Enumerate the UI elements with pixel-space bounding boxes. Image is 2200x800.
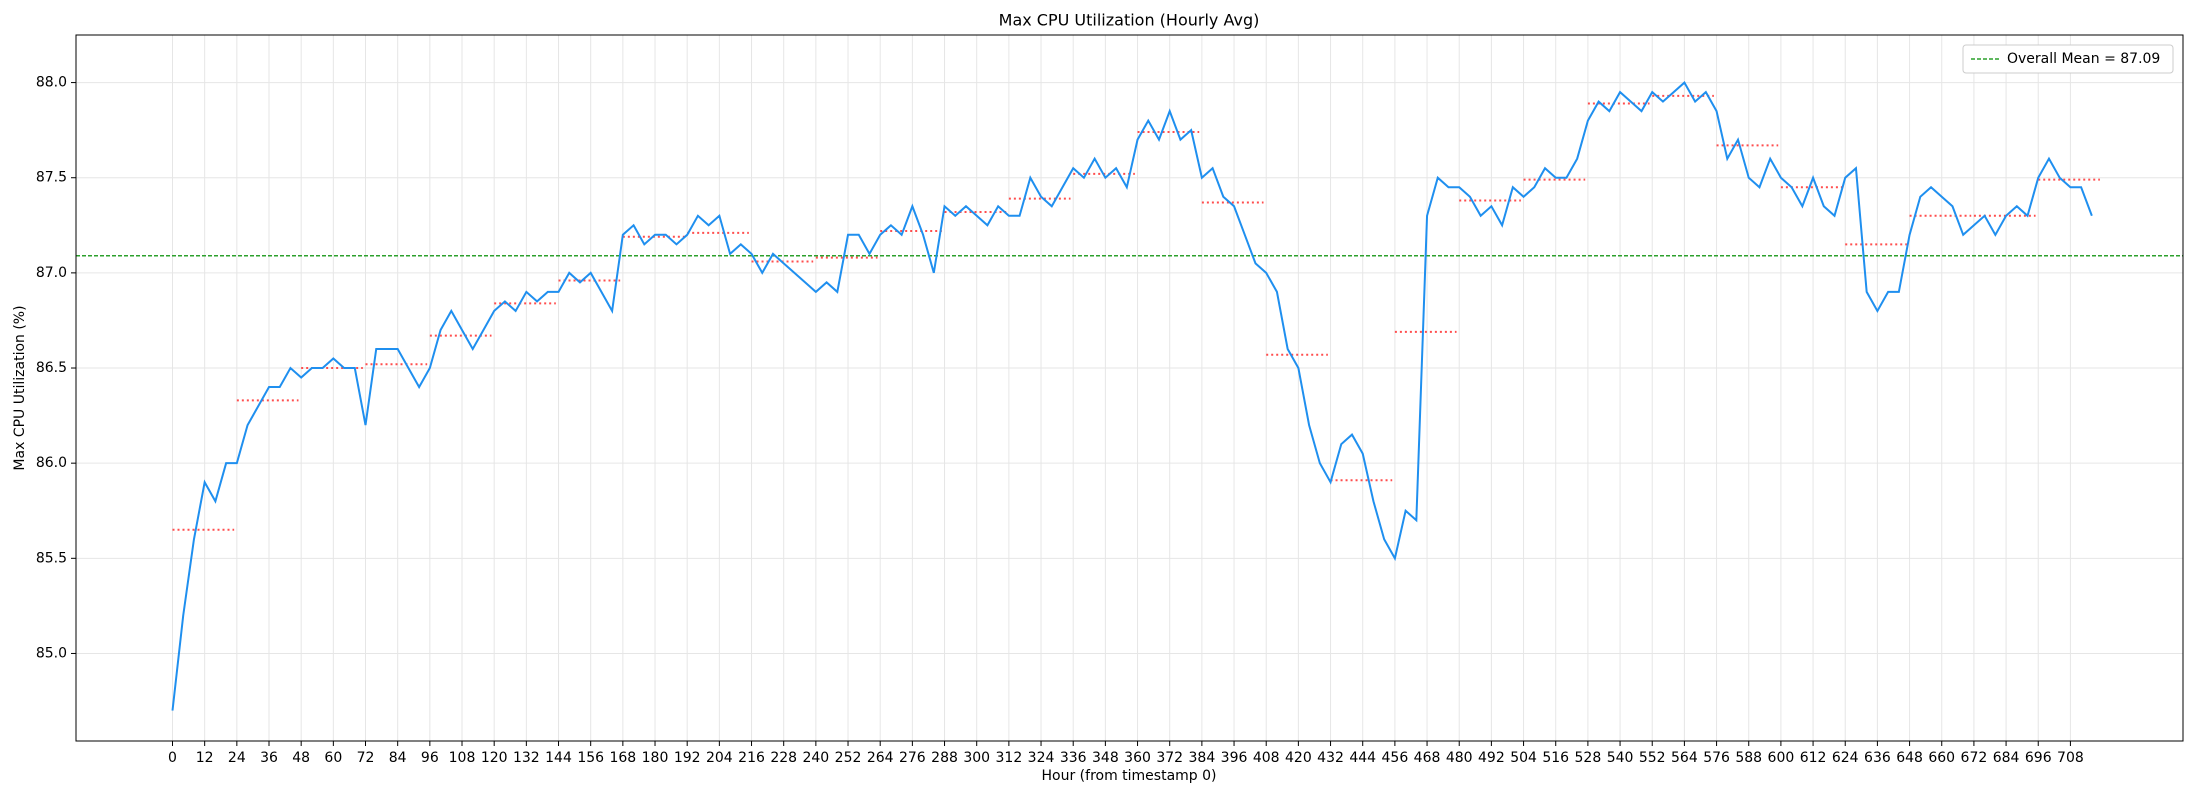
x-tick-label: 684 <box>1993 750 2020 766</box>
y-tick-label: 88.0 <box>36 75 67 91</box>
x-tick-label: 264 <box>867 750 894 766</box>
y-tick-label: 86.5 <box>36 360 67 376</box>
x-tick-label: 144 <box>545 750 572 766</box>
x-tick-label: 288 <box>931 750 958 766</box>
x-tick-label: 636 <box>1864 750 1891 766</box>
x-tick-label: 624 <box>1832 750 1859 766</box>
x-tick-label: 552 <box>1639 750 1666 766</box>
x-tick-label: 672 <box>1961 750 1988 766</box>
x-tick-label: 708 <box>2057 750 2084 766</box>
y-axis-label: Max CPU Utilization (%) <box>12 305 28 470</box>
x-tick-label: 588 <box>1735 750 1762 766</box>
chart-title: Max CPU Utilization (Hourly Avg) <box>999 11 1260 30</box>
x-tick-label: 516 <box>1542 750 1569 766</box>
x-tick-label: 216 <box>738 750 765 766</box>
x-tick-label: 24 <box>228 750 246 766</box>
x-tick-label: 0 <box>168 750 177 766</box>
x-tick-label: 432 <box>1317 750 1344 766</box>
x-tick-label: 60 <box>324 750 342 766</box>
x-tick-label: 192 <box>674 750 701 766</box>
x-tick-label: 456 <box>1382 750 1409 766</box>
y-tick-label: 87.0 <box>36 265 67 281</box>
x-tick-label: 420 <box>1285 750 1312 766</box>
x-tick-label: 204 <box>706 750 733 766</box>
x-tick-label: 48 <box>292 750 310 766</box>
x-tick-label: 36 <box>260 750 278 766</box>
x-tick-label: 300 <box>963 750 990 766</box>
x-tick-label: 252 <box>835 750 862 766</box>
x-tick-label: 228 <box>770 750 797 766</box>
x-tick-label: 396 <box>1221 750 1248 766</box>
x-tick-label: 696 <box>2025 750 2052 766</box>
x-tick-label: 84 <box>389 750 407 766</box>
x-tick-label: 240 <box>802 750 829 766</box>
x-tick-label: 120 <box>481 750 508 766</box>
data-line <box>171 80 2093 711</box>
x-tick-label: 312 <box>996 750 1023 766</box>
x-tick-label: 360 <box>1124 750 1151 766</box>
x-tick-label: 12 <box>196 750 214 766</box>
x-axis-label: Hour (from timestamp 0) <box>1042 768 1217 784</box>
x-tick-label: 480 <box>1446 750 1473 766</box>
x-tick-label: 492 <box>1478 750 1505 766</box>
x-tick-label: 564 <box>1671 750 1698 766</box>
legend-box <box>1962 44 2174 74</box>
legend: Overall Mean = 87.09 <box>1962 44 2174 74</box>
x-tick-label: 576 <box>1703 750 1730 766</box>
x-tick-label: 468 <box>1414 750 1441 766</box>
x-tick-label: 324 <box>1028 750 1055 766</box>
x-tick-label: 504 <box>1510 750 1537 766</box>
x-tick-label: 108 <box>449 750 476 766</box>
x-tick-label: 600 <box>1768 750 1795 766</box>
x-tick-label: 540 <box>1607 750 1634 766</box>
x-tick-label: 180 <box>642 750 669 766</box>
y-tick-label: 87.5 <box>36 170 67 186</box>
y-tick-label: 85.0 <box>36 645 67 661</box>
x-tick-label: 156 <box>577 750 604 766</box>
x-tick-label: 168 <box>609 750 636 766</box>
x-tick-label: 444 <box>1349 750 1376 766</box>
y-tick-label: 85.5 <box>36 550 67 566</box>
legend-label: Overall Mean = 87.09 <box>2007 51 2160 67</box>
x-tick-label: 384 <box>1189 750 1216 766</box>
x-tick-label: 336 <box>1060 750 1087 766</box>
x-tick-label: 660 <box>1928 750 1955 766</box>
x-tick-label: 348 <box>1092 750 1119 766</box>
x-tick-label: 408 <box>1253 750 1280 766</box>
x-tick-label: 648 <box>1896 750 1923 766</box>
plot-frame <box>75 34 2184 742</box>
y-tick-label: 86.0 <box>36 455 67 471</box>
x-tick-label: 96 <box>421 750 439 766</box>
x-tick-label: 132 <box>513 750 540 766</box>
x-tick-label: 612 <box>1800 750 1827 766</box>
x-tick-label: 72 <box>357 750 375 766</box>
x-tick-label: 528 <box>1575 750 1602 766</box>
x-tick-label: 372 <box>1156 750 1183 766</box>
x-tick-label: 276 <box>899 750 926 766</box>
